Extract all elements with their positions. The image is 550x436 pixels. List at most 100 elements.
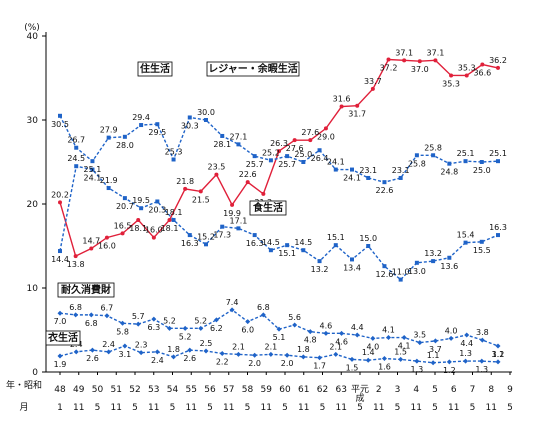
data-point: [139, 206, 144, 211]
data-point: [463, 240, 468, 245]
data-point: [203, 348, 209, 354]
data-label: 33.7: [364, 77, 382, 86]
x-label-year: 6: [451, 385, 457, 395]
data-point: [73, 254, 78, 259]
x-label-year: 4: [413, 385, 419, 395]
data-label: 2.5: [200, 339, 213, 348]
x-label-year: 60: [279, 385, 291, 395]
data-point: [73, 349, 79, 355]
data-label: 2.0: [248, 359, 261, 368]
data-point: [236, 226, 241, 231]
data-label: 4.6: [320, 321, 333, 330]
data-point: [317, 259, 322, 264]
data-label: 15.4: [457, 231, 475, 240]
data-point: [151, 316, 157, 322]
data-point: [480, 62, 485, 67]
data-label: 6.0: [241, 326, 254, 335]
data-point: [58, 113, 62, 118]
x-label-year: 58: [242, 385, 254, 395]
data-label: 31.6: [333, 95, 351, 104]
data-point: [308, 138, 313, 143]
x-label-year: 2: [376, 385, 382, 395]
data-label: 2.1: [265, 342, 278, 351]
data-point: [277, 149, 281, 154]
data-label: 16.3: [489, 223, 507, 232]
data-point: [370, 86, 375, 91]
data-point: [350, 257, 354, 262]
data-point: [155, 199, 160, 204]
data-point: [463, 159, 468, 164]
x-label-month: 11: [148, 403, 159, 413]
data-point: [214, 172, 219, 177]
data-point: [479, 358, 485, 364]
x-label-year: 49: [73, 385, 85, 395]
series-name: 住生活: [140, 62, 170, 75]
y-tick-label: 30: [27, 116, 39, 126]
data-point: [382, 180, 387, 185]
data-point: [355, 103, 360, 108]
data-label: 4.4: [351, 323, 364, 332]
data-label: 13.6: [440, 262, 458, 271]
data-label: 4.8: [304, 336, 317, 345]
data-label: 5.2: [194, 316, 207, 325]
data-point: [122, 134, 127, 139]
data-point: [236, 142, 241, 147]
data-label: 13.2: [311, 265, 329, 274]
data-point: [106, 186, 111, 191]
data-label: 20.3: [148, 205, 166, 214]
x-label-year: 62: [317, 385, 328, 395]
data-point: [464, 73, 469, 78]
data-label: 1.3: [411, 365, 424, 374]
data-label: 1.2: [492, 350, 505, 359]
data-point: [350, 167, 354, 172]
data-point: [398, 277, 403, 282]
data-label: 35.3: [442, 79, 460, 88]
data-point: [463, 358, 469, 364]
data-point: [104, 235, 109, 240]
data-point: [252, 352, 258, 358]
y-tick-label: 40: [27, 32, 39, 42]
data-point: [220, 224, 225, 229]
data-point: [268, 248, 273, 253]
x-label-year: 平元: [351, 384, 369, 395]
data-label: 24.1: [343, 174, 361, 183]
data-label: 29.4: [132, 113, 150, 122]
data-point: [252, 233, 257, 238]
data-label: 25.8: [408, 159, 426, 168]
data-label: 1.3: [475, 365, 488, 374]
x-era-label: 成: [355, 392, 364, 404]
data-point: [171, 217, 176, 222]
data-label: 2.1: [232, 342, 245, 351]
data-point: [252, 154, 257, 159]
series-name-box: [206, 61, 300, 77]
data-label: 25.1: [84, 165, 102, 174]
data-label: 1.7: [313, 362, 326, 371]
data-point: [154, 349, 160, 355]
data-label: 14.7: [82, 237, 100, 246]
x-label-month: 11: [486, 403, 497, 413]
data-point: [333, 243, 338, 248]
data-point: [382, 264, 387, 269]
data-point: [183, 186, 188, 191]
x-label-year: 8: [488, 385, 494, 395]
x-row-label-top: 年・昭和: [6, 379, 42, 391]
data-label: 3.1: [492, 350, 505, 359]
data-label: 2.4: [102, 340, 115, 349]
data-label: 22.6: [376, 186, 394, 195]
data-point: [496, 233, 500, 238]
data-point: [496, 65, 500, 70]
data-label: 4.1: [382, 326, 395, 335]
x-label-month: 5: [357, 403, 363, 413]
data-label: 37.1: [427, 48, 445, 57]
data-point: [284, 352, 290, 358]
data-label: 25.0: [473, 166, 491, 175]
data-label: 37.0: [411, 65, 429, 74]
data-point: [292, 322, 298, 328]
data-point: [432, 338, 438, 344]
data-point: [122, 343, 128, 349]
data-point: [301, 248, 306, 253]
data-point: [381, 356, 387, 362]
data-label: 1.5: [394, 347, 407, 356]
data-point: [268, 158, 273, 163]
data-point: [414, 358, 420, 364]
